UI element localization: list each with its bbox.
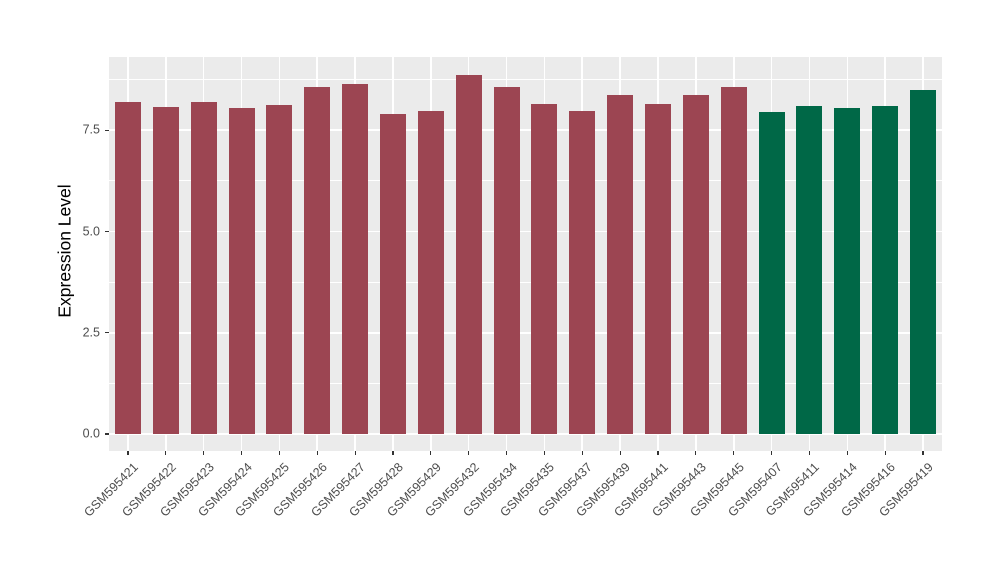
x-tick-mark xyxy=(278,451,280,455)
gridline-minor xyxy=(109,281,942,283)
gridline-major xyxy=(109,433,942,435)
x-tick-mark xyxy=(240,451,243,455)
x-tick-mark xyxy=(430,451,432,455)
bar xyxy=(342,84,369,434)
bar xyxy=(607,94,634,434)
x-tick-mark xyxy=(127,451,129,455)
x-tick-mark xyxy=(619,451,621,455)
gridline-minor xyxy=(109,79,942,81)
x-tick-mark xyxy=(884,451,886,455)
bar xyxy=(228,107,255,434)
gridline-major xyxy=(109,230,942,233)
x-tick-mark xyxy=(922,451,924,455)
y-tick-label: 0.0 xyxy=(82,426,100,441)
y-tick-label: 5.0 xyxy=(82,224,100,239)
x-tick-mark xyxy=(733,451,735,455)
bar xyxy=(645,103,672,434)
y-tick-mark xyxy=(105,332,109,334)
x-tick-mark xyxy=(581,451,583,455)
y-tick-mark xyxy=(105,129,109,131)
bar xyxy=(720,86,747,434)
x-tick-mark xyxy=(771,451,773,455)
y-tick-label: 7.5 xyxy=(82,122,100,137)
x-tick-mark xyxy=(203,451,205,455)
bar xyxy=(304,86,331,434)
gridline-major xyxy=(109,129,942,132)
bar xyxy=(266,104,293,434)
bar xyxy=(872,105,899,434)
x-tick-mark xyxy=(316,451,318,455)
bar xyxy=(455,74,482,434)
x-tick-mark xyxy=(695,451,697,455)
bar xyxy=(114,101,141,434)
x-tick-mark xyxy=(505,451,508,455)
bar xyxy=(910,89,937,434)
bar xyxy=(796,105,823,434)
gridline-minor xyxy=(109,180,942,182)
bar xyxy=(152,106,179,434)
bar xyxy=(417,110,444,434)
bar xyxy=(758,112,785,434)
x-tick-mark xyxy=(846,451,848,455)
x-tick-mark xyxy=(543,451,546,455)
plot-panel xyxy=(109,57,942,451)
bar xyxy=(493,86,520,434)
x-tick-mark xyxy=(165,451,167,455)
y-tick-mark xyxy=(105,230,109,233)
gridline-major xyxy=(109,331,942,334)
y-tick-mark xyxy=(105,433,109,435)
x-tick-mark xyxy=(354,451,356,455)
bar xyxy=(834,107,861,434)
y-tick-label: 2.5 xyxy=(82,325,100,340)
x-tick-mark xyxy=(392,451,394,455)
gridline-minor xyxy=(109,382,942,384)
bar xyxy=(531,103,558,434)
bar xyxy=(379,113,406,434)
x-tick-mark xyxy=(468,451,470,455)
y-axis-title: Expression Level xyxy=(54,184,75,318)
bar xyxy=(569,111,596,434)
bar xyxy=(190,101,217,434)
bar xyxy=(682,94,709,434)
x-tick-mark xyxy=(808,451,811,455)
x-tick-mark xyxy=(657,451,659,455)
